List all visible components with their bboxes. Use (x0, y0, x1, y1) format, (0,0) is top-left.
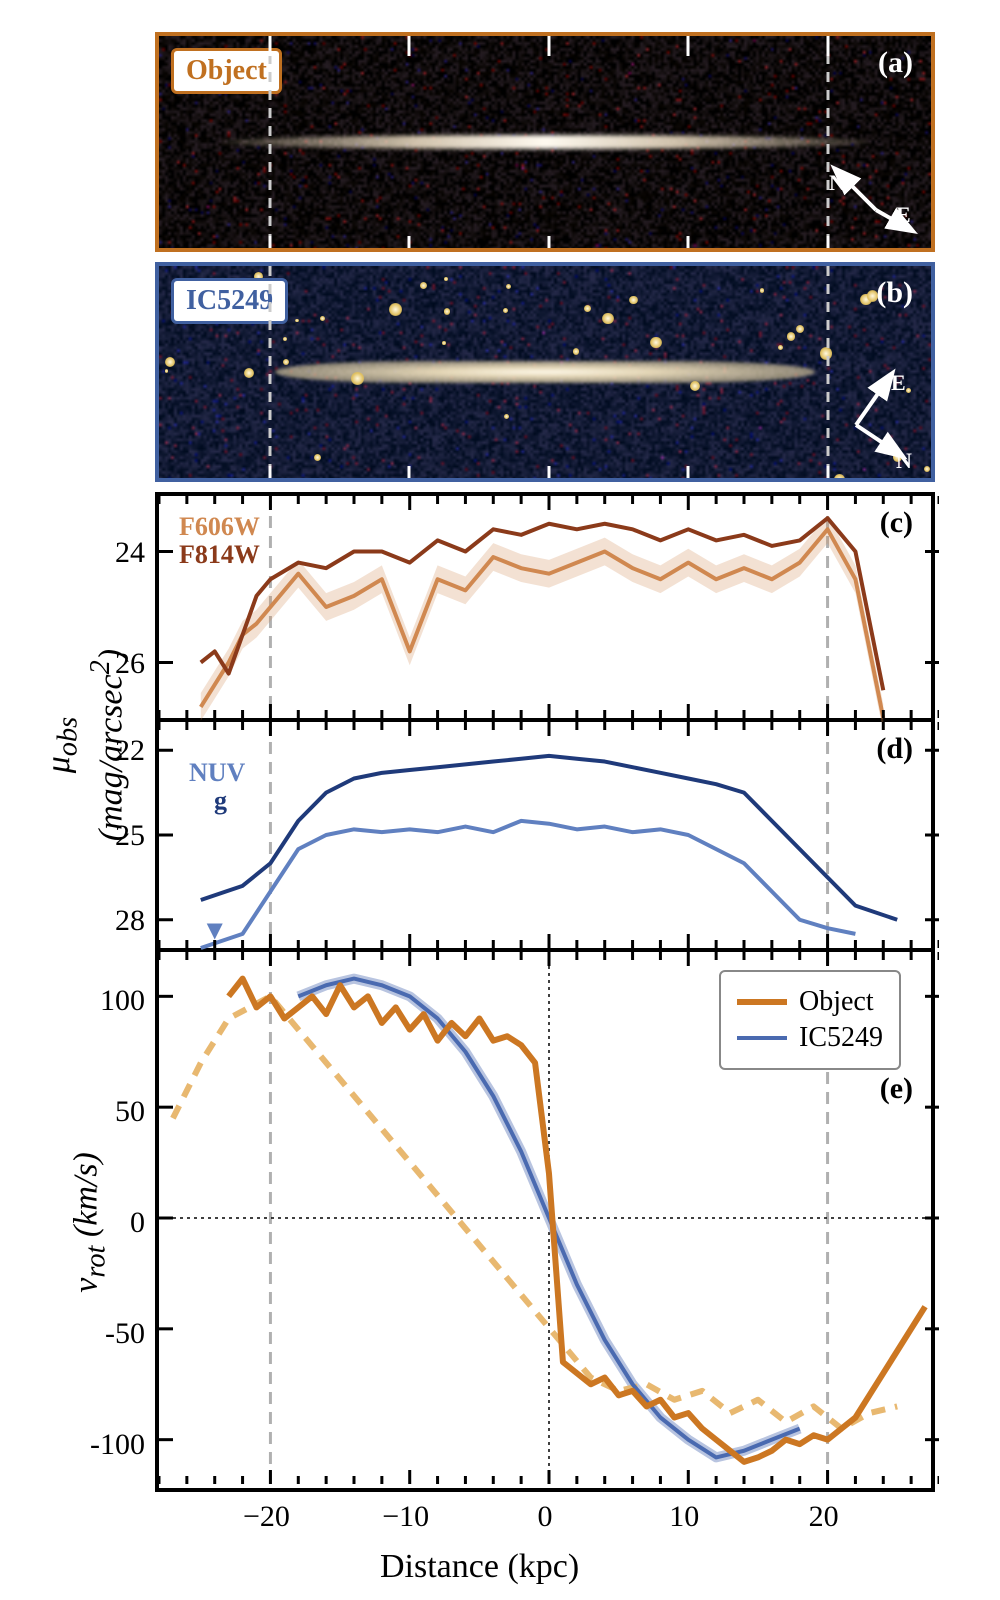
svg-text:E: E (896, 202, 911, 227)
x-axis-label: Distance (kpc) (380, 1548, 579, 1586)
panel-a-compass: N E (801, 150, 921, 240)
legend-row-object: Object (737, 986, 883, 1018)
panel-d: NUV g (d) (155, 722, 935, 952)
object-streak (221, 135, 870, 149)
panel-d-chart (159, 722, 939, 952)
panel-c-letter: (c) (880, 506, 913, 540)
panel-b: IC5249 (b) E N (155, 262, 935, 482)
panel-a: Object (a) N E (155, 32, 935, 252)
svg-text:E: E (891, 370, 906, 395)
panel-d-series-1-label: g (214, 786, 227, 816)
legend-row-ic5249: IC5249 (737, 1022, 883, 1054)
panel-b-label: IC5249 (171, 278, 288, 324)
panel-c: F606W F814W (c) (155, 492, 935, 722)
panel-e: (e) Object IC5249 (155, 952, 935, 1492)
panel-e-legend: Object IC5249 (719, 970, 901, 1070)
panel-a-label-text: Object (186, 55, 267, 86)
panel-b-label-text: IC5249 (186, 285, 273, 316)
panel-b-compass: E N (801, 360, 921, 470)
figure-container: Object (a) N E (0, 0, 1000, 1600)
panel-c-series-0-label: F606W (179, 512, 260, 542)
panel-a-label: Object (171, 48, 282, 94)
legend-label-object: Object (799, 986, 874, 1018)
panel-d-series-0-label: NUV (189, 758, 245, 788)
legend-label-ic5249: IC5249 (799, 1022, 883, 1054)
legend-line-ic5249 (737, 1036, 787, 1040)
legend-line-object (737, 999, 787, 1005)
panel-b-letter: (b) (876, 276, 913, 310)
panel-c-series-1-label: F814W (179, 540, 260, 570)
svg-text:N: N (896, 448, 912, 470)
panel-d-letter: (d) (876, 732, 913, 766)
panel-c-chart (159, 496, 939, 726)
svg-text:N: N (829, 170, 845, 195)
panel-e-letter: (e) (880, 1072, 913, 1106)
panel-a-letter: (a) (878, 46, 913, 80)
